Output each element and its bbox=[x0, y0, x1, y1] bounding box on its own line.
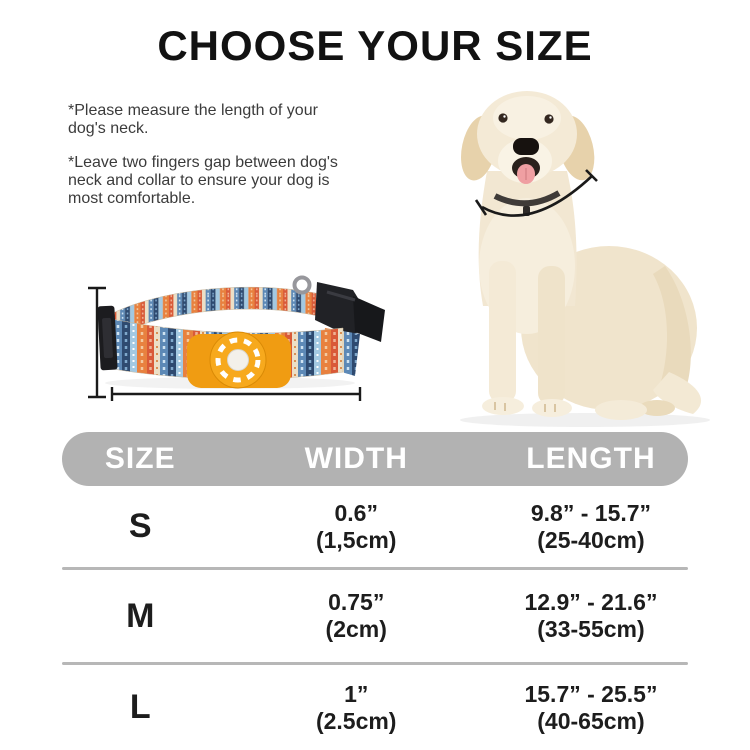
dog-illustration bbox=[460, 91, 710, 427]
note-line: *Please measure the length of your bbox=[68, 102, 318, 119]
length-cell: 15.7” - 25.5” (40-65cm) bbox=[494, 681, 688, 735]
width-inches: 0.6” bbox=[334, 499, 378, 526]
width-cell: 1” (2.5cm) bbox=[219, 681, 494, 735]
row-divider bbox=[62, 662, 688, 665]
collar-length-measure-line bbox=[110, 387, 362, 401]
collar-d-ring bbox=[292, 275, 312, 295]
length-cm: (25-40cm) bbox=[537, 526, 645, 553]
page-title: CHOOSE YOUR SIZE bbox=[157, 22, 593, 69]
dog-front-leg bbox=[489, 261, 516, 403]
table-row-small: S 0.6” (1,5cm) 9.8” - 15.7” (25-40cm) bbox=[62, 486, 688, 567]
airtag-stitch-ring bbox=[215, 337, 261, 383]
size-value: L bbox=[129, 688, 151, 726]
size-table-header: SIZE WIDTH LENGTH bbox=[62, 432, 688, 486]
dog-body-shading bbox=[653, 266, 691, 396]
table-row-large: L 1” (2.5cm) 15.7” - 25.5” (40-65cm) bbox=[62, 665, 688, 750]
measurement-notes: *Please measure the length of your dog's… bbox=[68, 88, 458, 224]
table-row-medium: M 0.75” (2cm) 12.9” - 21.6” (33-55cm) bbox=[62, 570, 688, 662]
collar-photo bbox=[55, 258, 425, 433]
dog-photo bbox=[425, 76, 745, 436]
size-value: M bbox=[126, 596, 155, 635]
eye-glint bbox=[503, 115, 506, 118]
airtag-holder bbox=[187, 331, 291, 389]
size-table: SIZE WIDTH LENGTH S 0.6” (1,5cm) 9.8” - … bbox=[62, 432, 688, 750]
eye-glint bbox=[549, 116, 552, 119]
size-value: S bbox=[128, 507, 152, 545]
length-inches: 12.9” - 21.6” bbox=[524, 589, 658, 615]
row-divider bbox=[62, 567, 688, 570]
column-header-size: SIZE bbox=[104, 442, 176, 475]
width-cell: 0.75” (2cm) bbox=[219, 589, 494, 643]
dog-shadow bbox=[460, 413, 710, 427]
dog-eye bbox=[498, 113, 508, 123]
collar-buckle-prong bbox=[353, 296, 385, 342]
dog-hind-paw bbox=[595, 400, 647, 420]
column-header-width: WIDTH bbox=[304, 442, 408, 475]
length-cell: 12.9” - 21.6” (33-55cm) bbox=[494, 589, 688, 643]
collar-illustration bbox=[88, 275, 385, 401]
dog-nose bbox=[513, 138, 539, 155]
length-inches: 9.8” - 15.7” bbox=[530, 499, 652, 526]
dog-front-paw bbox=[532, 399, 572, 417]
note-line: dog's neck. bbox=[68, 120, 149, 137]
dog-forehead bbox=[493, 96, 561, 140]
length-cm: (33-55cm) bbox=[537, 616, 645, 642]
paw-toes bbox=[494, 402, 556, 412]
length-inches: 15.7” - 25.5” bbox=[524, 680, 658, 707]
length-cell: 9.8” - 15.7” (25-40cm) bbox=[494, 500, 688, 554]
dog-front-leg bbox=[538, 266, 565, 405]
width-cm: (1,5cm) bbox=[315, 526, 397, 553]
width-cell: 0.6” (1,5cm) bbox=[219, 500, 494, 554]
width-inches: 1” bbox=[344, 680, 369, 707]
length-cm: (40-65cm) bbox=[537, 707, 645, 734]
width-cm: (2.5cm) bbox=[315, 707, 397, 734]
dog-front-paw bbox=[482, 397, 524, 415]
buckle-highlight bbox=[326, 290, 356, 302]
collar-width-measure-line bbox=[88, 286, 106, 399]
note-line: neck and collar to ensure your dog is bbox=[68, 172, 330, 189]
note-line: *Leave two fingers gap between dog's bbox=[68, 154, 338, 171]
airtag-center bbox=[227, 349, 249, 371]
collar-slider-notch bbox=[102, 317, 113, 359]
neck-measure-arc bbox=[474, 169, 598, 217]
column-header-length: LENGTH bbox=[526, 442, 656, 475]
dog-hind-paw bbox=[639, 400, 675, 416]
width-cm: (2cm) bbox=[325, 616, 387, 642]
dog-tail bbox=[653, 372, 702, 414]
dog-eye bbox=[544, 114, 554, 124]
dog-collar-strap bbox=[493, 190, 561, 207]
note-line: most comfortable. bbox=[68, 190, 196, 207]
width-inches: 0.75” bbox=[328, 589, 385, 615]
